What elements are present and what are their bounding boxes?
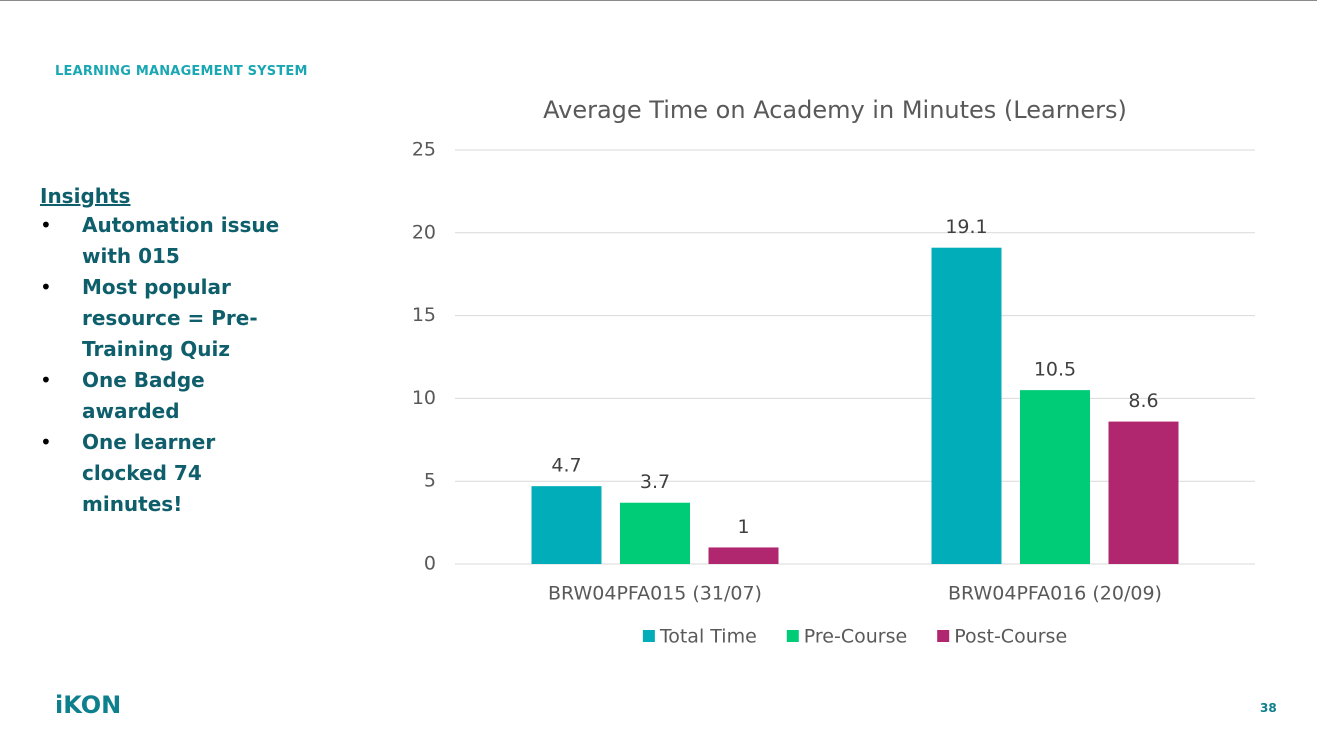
- insight: Most popular resource = Pre-Training Qui…: [40, 272, 292, 365]
- bar: [931, 247, 1002, 565]
- x-tick-label: BRW04PFA015 (31/07): [548, 583, 762, 605]
- data-label: 10.5: [1034, 359, 1076, 381]
- y-tick-label: 5: [424, 470, 436, 492]
- data-label: 8.6: [1128, 390, 1158, 412]
- x-tick-label: BRW04PFA016 (20/09): [948, 583, 1162, 605]
- y-tick-label: 0: [424, 553, 436, 575]
- bar: [620, 502, 690, 564]
- logo: iKON: [55, 691, 122, 719]
- bar: [708, 547, 779, 564]
- bar: [531, 486, 602, 564]
- insight: Automation issue with 015: [40, 210, 292, 272]
- data-label: 4.7: [551, 455, 581, 477]
- data-label: 1: [737, 516, 749, 538]
- bar: [1108, 421, 1179, 564]
- legend-swatch: [937, 630, 950, 642]
- data-label: 19.1: [945, 216, 987, 238]
- insights: Insights Automation issue with 015 Most …: [40, 184, 330, 520]
- y-tick-label: 10: [412, 387, 436, 409]
- y-tick-label: 20: [412, 221, 436, 243]
- y-tick-label: 25: [412, 139, 436, 161]
- header: LEARNING MANAGEMENT SYSTEM: [55, 64, 308, 79]
- y-tick-label: 15: [412, 304, 436, 326]
- insight: One learner clocked 74 minutes!: [40, 427, 292, 520]
- legend-label: Post-Course: [954, 626, 1067, 648]
- page-number: 38: [1260, 701, 1277, 715]
- legend-label: Pre-Course: [804, 626, 907, 648]
- data-label: 3.7: [640, 471, 670, 493]
- insights-title: Insights: [40, 184, 131, 208]
- legend-label: Total Time: [659, 626, 757, 648]
- legend-swatch: [786, 630, 799, 642]
- legend-swatch: [642, 630, 655, 642]
- bar: [1020, 390, 1090, 564]
- insights-list: Automation issue with 015 Most popular r…: [40, 210, 330, 520]
- insight: One Badge awarded: [40, 365, 292, 427]
- chart-title: Average Time on Academy in Minutes (Lear…: [543, 96, 1127, 124]
